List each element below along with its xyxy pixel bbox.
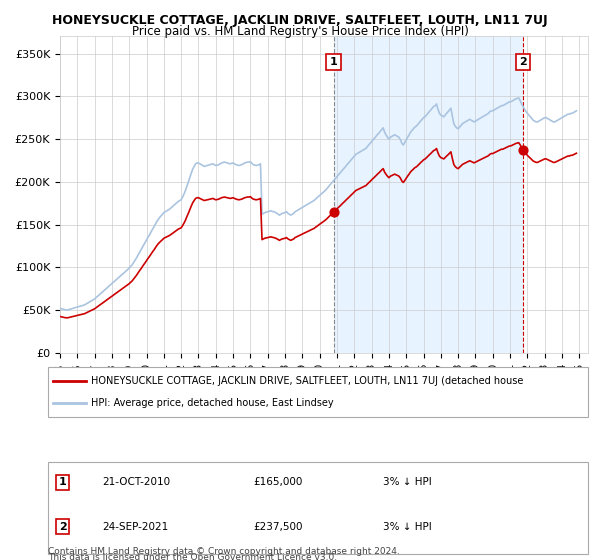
Text: HPI: Average price, detached house, East Lindsey: HPI: Average price, detached house, East… <box>91 398 334 408</box>
Text: 2: 2 <box>59 522 67 531</box>
Text: HONEYSUCKLE COTTAGE, JACKLIN DRIVE, SALTFLEET, LOUTH, LN11 7UJ (detached house: HONEYSUCKLE COTTAGE, JACKLIN DRIVE, SALT… <box>91 376 524 386</box>
Text: 3% ↓ HPI: 3% ↓ HPI <box>383 477 431 487</box>
Text: 24-SEP-2021: 24-SEP-2021 <box>102 522 168 531</box>
Point <box>518 145 527 154</box>
Point <box>329 207 338 216</box>
Text: 1: 1 <box>330 57 338 67</box>
Text: 1: 1 <box>59 477 67 487</box>
Text: 2: 2 <box>519 57 527 67</box>
Text: £165,000: £165,000 <box>253 477 302 487</box>
Text: £237,500: £237,500 <box>253 522 303 531</box>
Text: This data is licensed under the Open Government Licence v3.0.: This data is licensed under the Open Gov… <box>48 553 337 560</box>
Text: Contains HM Land Registry data © Crown copyright and database right 2024.: Contains HM Land Registry data © Crown c… <box>48 547 400 556</box>
Text: 21-OCT-2010: 21-OCT-2010 <box>102 477 170 487</box>
Text: Price paid vs. HM Land Registry's House Price Index (HPI): Price paid vs. HM Land Registry's House … <box>131 25 469 38</box>
Text: HONEYSUCKLE COTTAGE, JACKLIN DRIVE, SALTFLEET, LOUTH, LN11 7UJ: HONEYSUCKLE COTTAGE, JACKLIN DRIVE, SALT… <box>52 14 548 27</box>
Bar <box>334 36 523 353</box>
Text: 3% ↓ HPI: 3% ↓ HPI <box>383 522 431 531</box>
FancyBboxPatch shape <box>48 367 588 417</box>
FancyBboxPatch shape <box>48 462 588 554</box>
